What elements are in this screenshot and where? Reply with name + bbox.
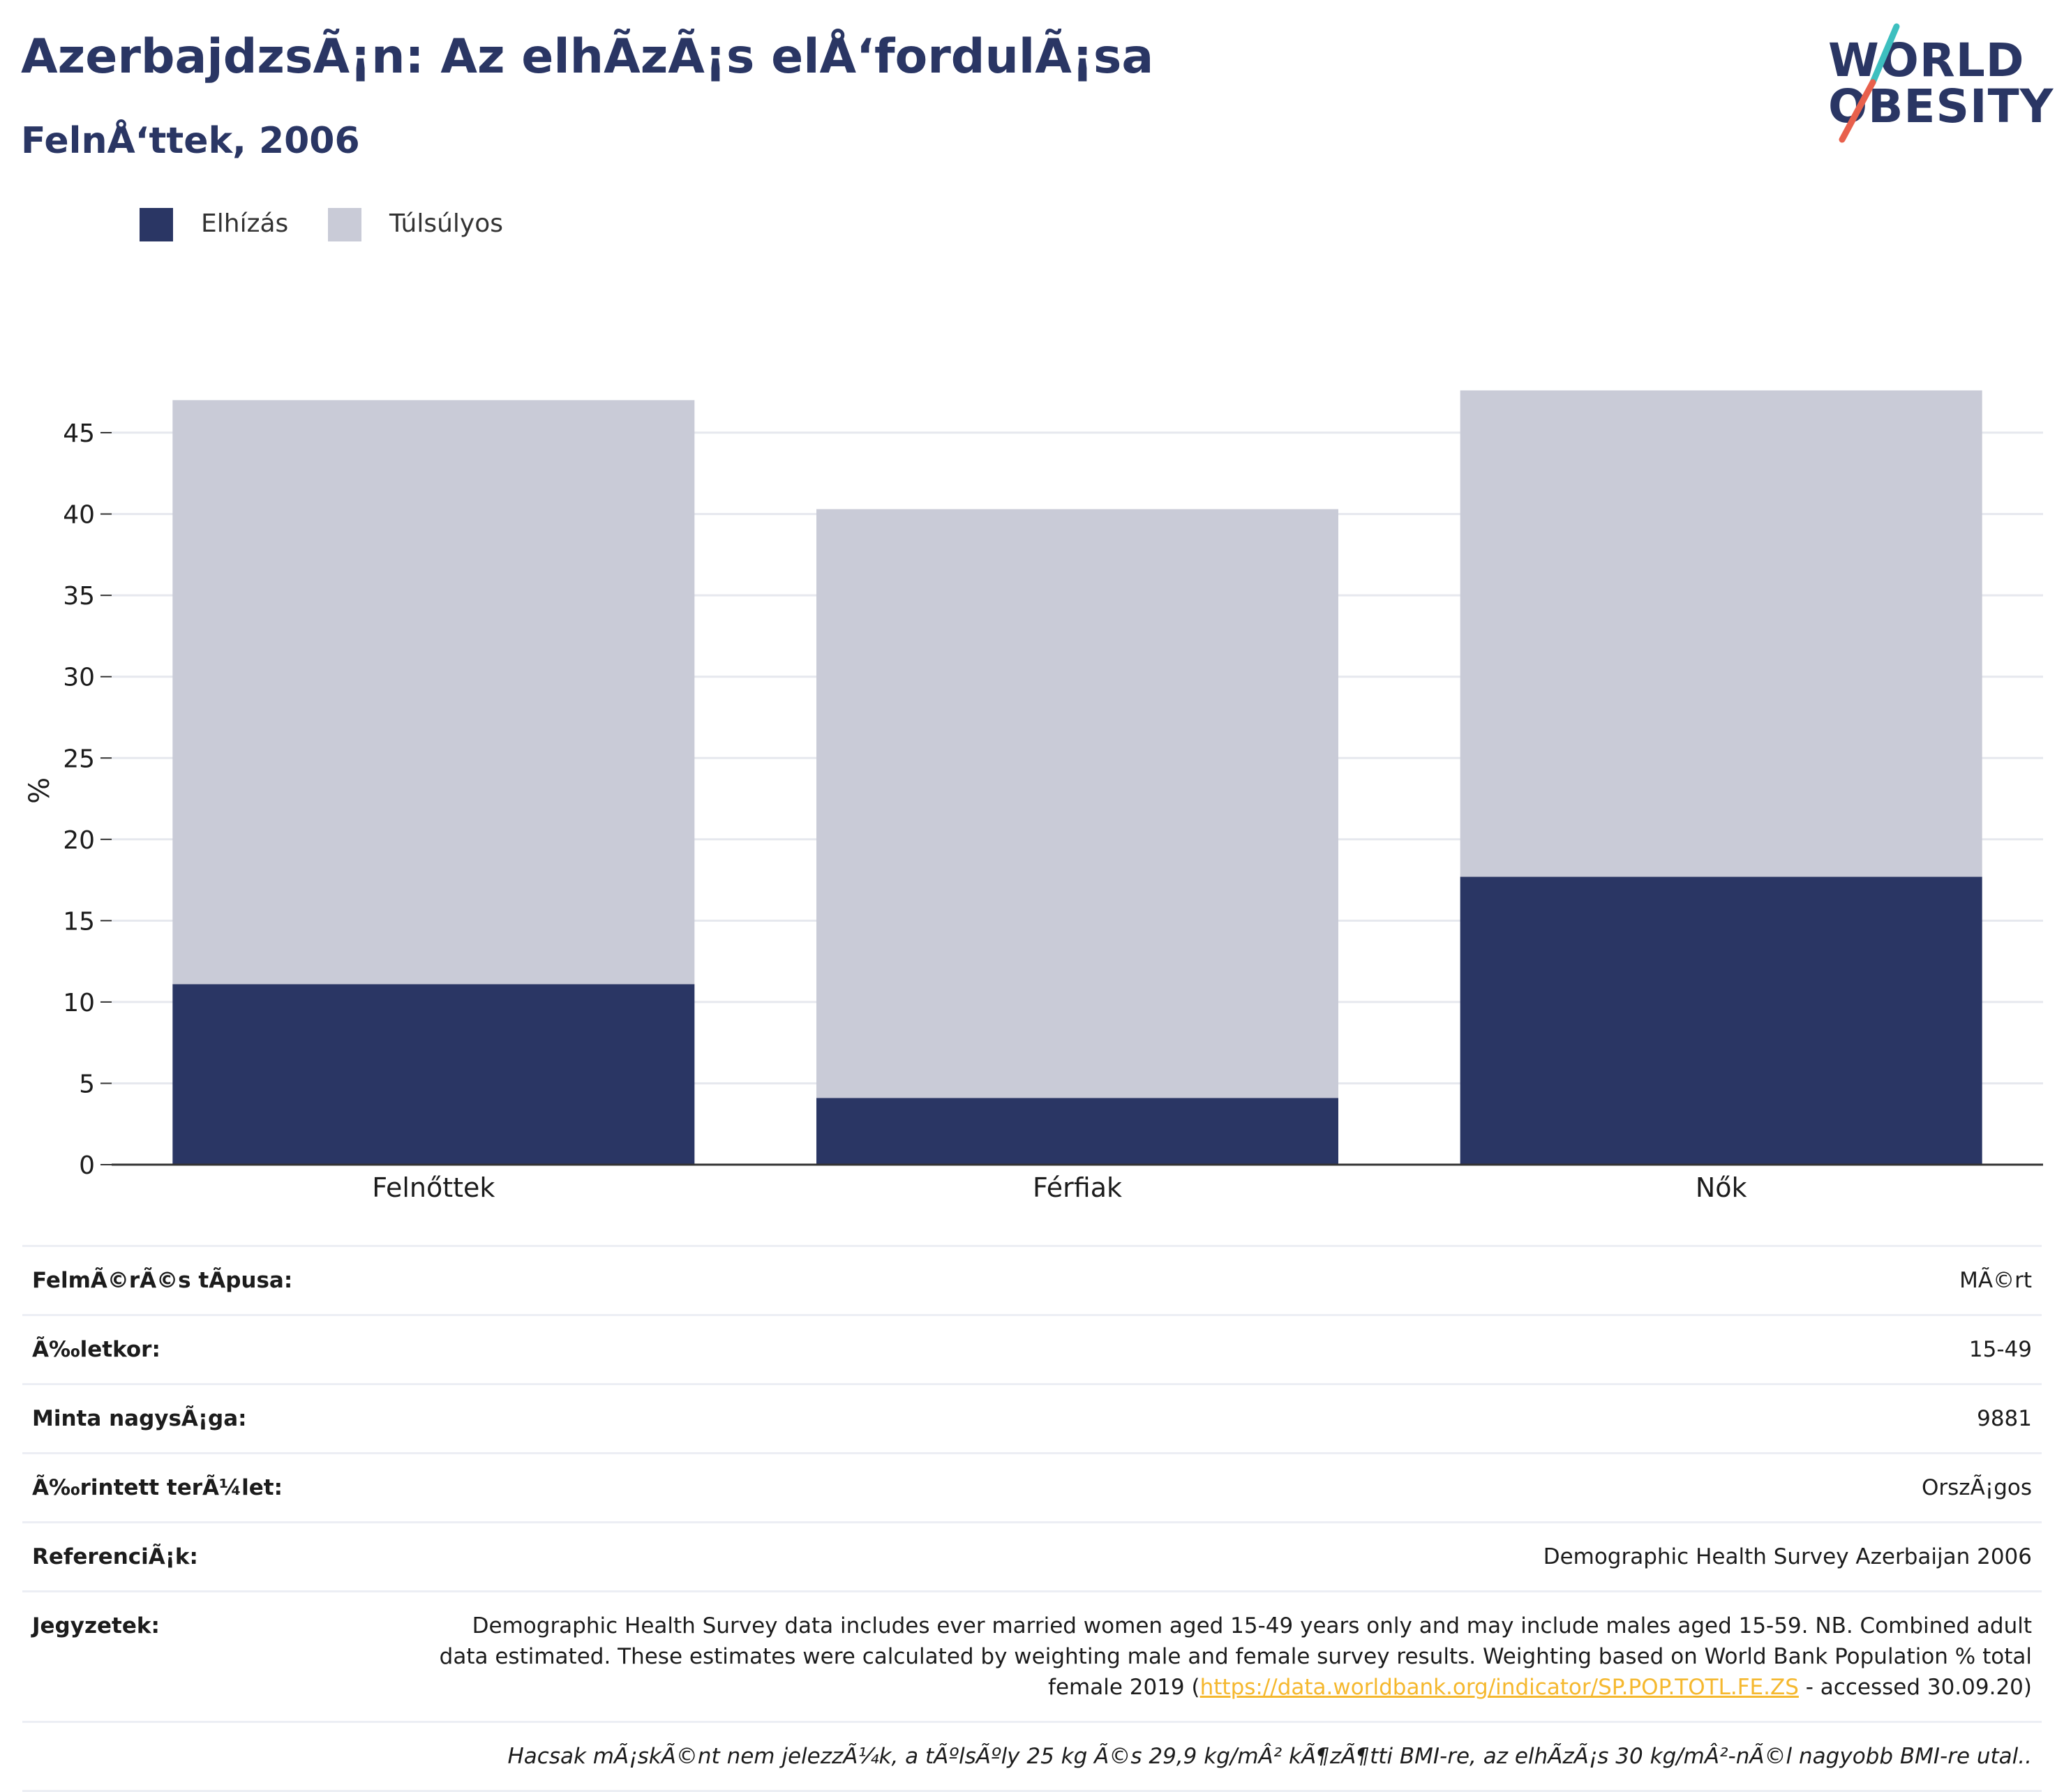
info-row-age: Ã‰letkor: 15-49 — [22, 1314, 2042, 1383]
y-tick-label: 30 — [63, 664, 95, 692]
bar-overweight — [172, 400, 695, 985]
y-axis-label: % — [24, 777, 56, 804]
legend-label-obesity: Elhízás — [201, 209, 289, 238]
area-value: OrszÃ¡gos — [1922, 1475, 2032, 1500]
y-tick-label: 5 — [79, 1070, 95, 1098]
info-row-survey-type: FelmÃ©rÃ©s tÃpusa: MÃ©rt — [22, 1245, 2042, 1314]
age-value: 15-49 — [1968, 1337, 2032, 1362]
footnote-text: Hacsak mÃ¡skÃ©nt nem jelezzÃ¼k, a tÃºlsÃ… — [507, 1744, 2032, 1769]
y-tick-label: 25 — [63, 745, 95, 773]
notes-label: Jegyzetek: — [32, 1613, 160, 1638]
y-tick-label: 20 — [63, 826, 95, 855]
info-row-references: ReferenciÃ¡k: Demographic Health Survey … — [22, 1521, 2042, 1590]
info-row-footnote: Hacsak mÃ¡skÃ©nt nem jelezzÃ¼k, a tÃºlsÃ… — [22, 1721, 2042, 1792]
bar-chart: 0 5 10 15 20 25 30 35 40 45% Felnőttek Férfiak Nők — [24, 390, 2043, 1203]
age-label: Ã‰letkor: — [32, 1337, 160, 1362]
legend-swatch-overweight — [328, 208, 361, 241]
sample-size-label: Minta nagysÃ¡ga: — [32, 1406, 247, 1431]
references-value: Demographic Health Survey Azerbaijan 200… — [1543, 1544, 2032, 1569]
y-tick-label: 15 — [63, 907, 95, 936]
x-tick-label: Felnőttek — [372, 1172, 495, 1203]
world-obesity-logo: WORLD OBESITY — [1814, 21, 2053, 147]
bar-overweight — [1460, 390, 1982, 877]
y-tick-label: 45 — [63, 419, 95, 448]
y-tick-label: 35 — [63, 582, 95, 611]
bar-obesity — [1460, 876, 1982, 1165]
info-row-notes: Jegyzetek: Demographic Health Survey dat… — [22, 1590, 2042, 1721]
legend-swatch-obesity — [140, 208, 173, 241]
bar-obesity — [816, 1098, 1338, 1165]
x-tick-label: Nők — [1696, 1172, 1747, 1203]
legend-label-overweight: Túlsúlyos — [389, 209, 504, 238]
bar-obesity — [172, 984, 695, 1165]
bar-overweight — [816, 509, 1338, 1098]
area-label: Ã‰rintett terÃ¼let: — [32, 1475, 283, 1500]
logo-word-world: WORLD — [1828, 33, 2025, 87]
notes-text-after: - accessed 30.09.20) — [1798, 1675, 2032, 1700]
logo-slash-icon — [1839, 23, 1900, 143]
chart-subtitle: FelnÅ‘ttek, 2006 — [21, 120, 360, 162]
info-row-sample-size: Minta nagysÃ¡ga: 9881 — [22, 1383, 2042, 1452]
survey-type-value: MÃ©rt — [1959, 1268, 2032, 1293]
notes-text: Demographic Health Survey data includes … — [439, 1613, 2032, 1700]
notes-value: Demographic Health Survey data includes … — [427, 1611, 2032, 1703]
y-tick-label: 10 — [63, 989, 95, 1017]
notes-link[interactable]: https://data.worldbank.org/indicator/SP.… — [1199, 1675, 1799, 1700]
info-row-area: Ã‰rintett terÃ¼let: OrszÃ¡gos — [22, 1452, 2042, 1521]
sample-size-value: 9881 — [1977, 1406, 2032, 1431]
chart-title: AzerbajdzsÃ¡n: Az elhÃ­zÃ¡s elÅ‘fordulÃ¡… — [21, 29, 1154, 84]
x-tick-label: Férfiak — [1033, 1172, 1122, 1203]
survey-type-label: FelmÃ©rÃ©s tÃpusa: — [32, 1268, 293, 1293]
references-label: ReferenciÃ¡k: — [32, 1544, 198, 1569]
y-tick-label: 0 — [79, 1151, 95, 1180]
y-tick-label: 40 — [63, 501, 95, 530]
survey-info-table: FelmÃ©rÃ©s tÃpusa: MÃ©rt Ã‰letkor: 15-49… — [22, 1245, 2042, 1792]
